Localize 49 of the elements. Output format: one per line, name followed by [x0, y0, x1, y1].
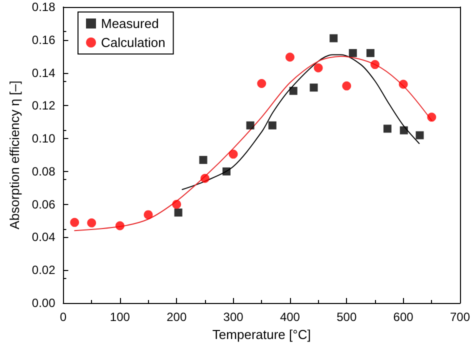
x-tick-label: 500	[336, 310, 357, 324]
point	[87, 218, 96, 228]
point	[174, 208, 182, 217]
point	[398, 80, 408, 89]
x-tick-label: 200	[166, 310, 187, 324]
point	[416, 131, 424, 140]
point	[348, 49, 357, 58]
point	[383, 124, 392, 133]
y-tick-label: 0.12	[32, 98, 56, 113]
x-tick-label: 0	[60, 310, 67, 324]
legend-label: Measured	[101, 16, 159, 31]
point	[70, 218, 80, 227]
x-tick-label: 600	[393, 310, 414, 324]
point	[342, 81, 352, 90]
point	[172, 200, 182, 209]
point	[115, 221, 124, 230]
y-tick-label: 0.14	[32, 66, 56, 80]
y-tick-label: 0.18	[32, 0, 56, 14]
point	[228, 150, 238, 159]
point	[285, 52, 294, 62]
point	[314, 63, 323, 72]
x-tick-label: 700	[450, 310, 470, 324]
point	[370, 60, 380, 70]
y-tick-label: 0.02	[32, 263, 56, 278]
x-tick-label: 400	[280, 310, 300, 324]
y-tick-label: 0.00	[32, 296, 56, 310]
y-tick-label: 0.16	[32, 32, 56, 47]
point	[400, 126, 408, 134]
point	[199, 156, 208, 164]
point	[289, 86, 298, 95]
point	[330, 34, 338, 42]
point	[427, 112, 436, 122]
point	[268, 121, 276, 130]
x-tick-label: 300	[223, 310, 244, 324]
point	[222, 167, 230, 176]
y-tick-label: 0.08	[32, 164, 56, 178]
y-tick-label: 0.04	[32, 230, 56, 244]
legend-label: Calculation	[101, 35, 166, 50]
y-axis-title: Absorption efficiency η [–]	[7, 80, 22, 230]
point	[246, 121, 254, 130]
point	[366, 49, 374, 58]
y-tick-label: 0.06	[32, 197, 56, 212]
point	[144, 210, 153, 220]
point	[310, 84, 318, 92]
point	[257, 78, 266, 88]
x-tick-label: 100	[110, 310, 130, 324]
x-axis-title: Temperature [°C]	[212, 326, 311, 342]
y-tick-label: 0.10	[32, 132, 56, 146]
point	[200, 174, 210, 183]
